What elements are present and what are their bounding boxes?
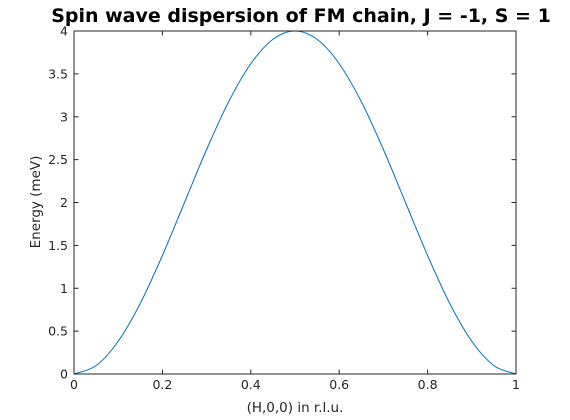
x-tick-label-0: 0 [70, 377, 78, 392]
x-axis-label: (H,0,0) in r.l.u. [247, 400, 344, 416]
y-axis-label: Energy (meV) [28, 156, 44, 249]
y-tick-label-5: 2.5 [48, 152, 68, 167]
y-tick-label-7: 3.5 [48, 66, 68, 81]
y-tick-label-4: 2 [60, 195, 68, 210]
y-tick-label-6: 3 [60, 109, 68, 124]
x-tick-label-5: 1 [512, 377, 520, 392]
x-tick-label-3: 0.6 [329, 377, 349, 392]
x-tick-label-4: 0.8 [418, 377, 438, 392]
y-tick-label-0: 0 [60, 367, 68, 382]
plot-background [74, 31, 516, 374]
y-tick-label-1: 0.5 [48, 324, 68, 339]
plot-area: 0 0.2 0.4 0.6 0.8 1 0 0.5 1 1.5 2 2.5 3 3.5 4 [48, 24, 520, 393]
tick-layer: 0 0.2 0.4 0.6 0.8 1 0 0.5 1 1.5 2 2.5 3 3.5 4 [48, 24, 520, 393]
x-tick-label-1: 0.2 [152, 377, 172, 392]
y-tick-label-2: 1 [60, 281, 68, 296]
x-tick-label-2: 0.4 [241, 377, 261, 392]
chart-title: Spin wave dispersion of FM chain, J = -1… [51, 5, 551, 27]
y-tick-label-3: 1.5 [48, 238, 68, 253]
y-tick-label-8: 4 [60, 24, 68, 39]
